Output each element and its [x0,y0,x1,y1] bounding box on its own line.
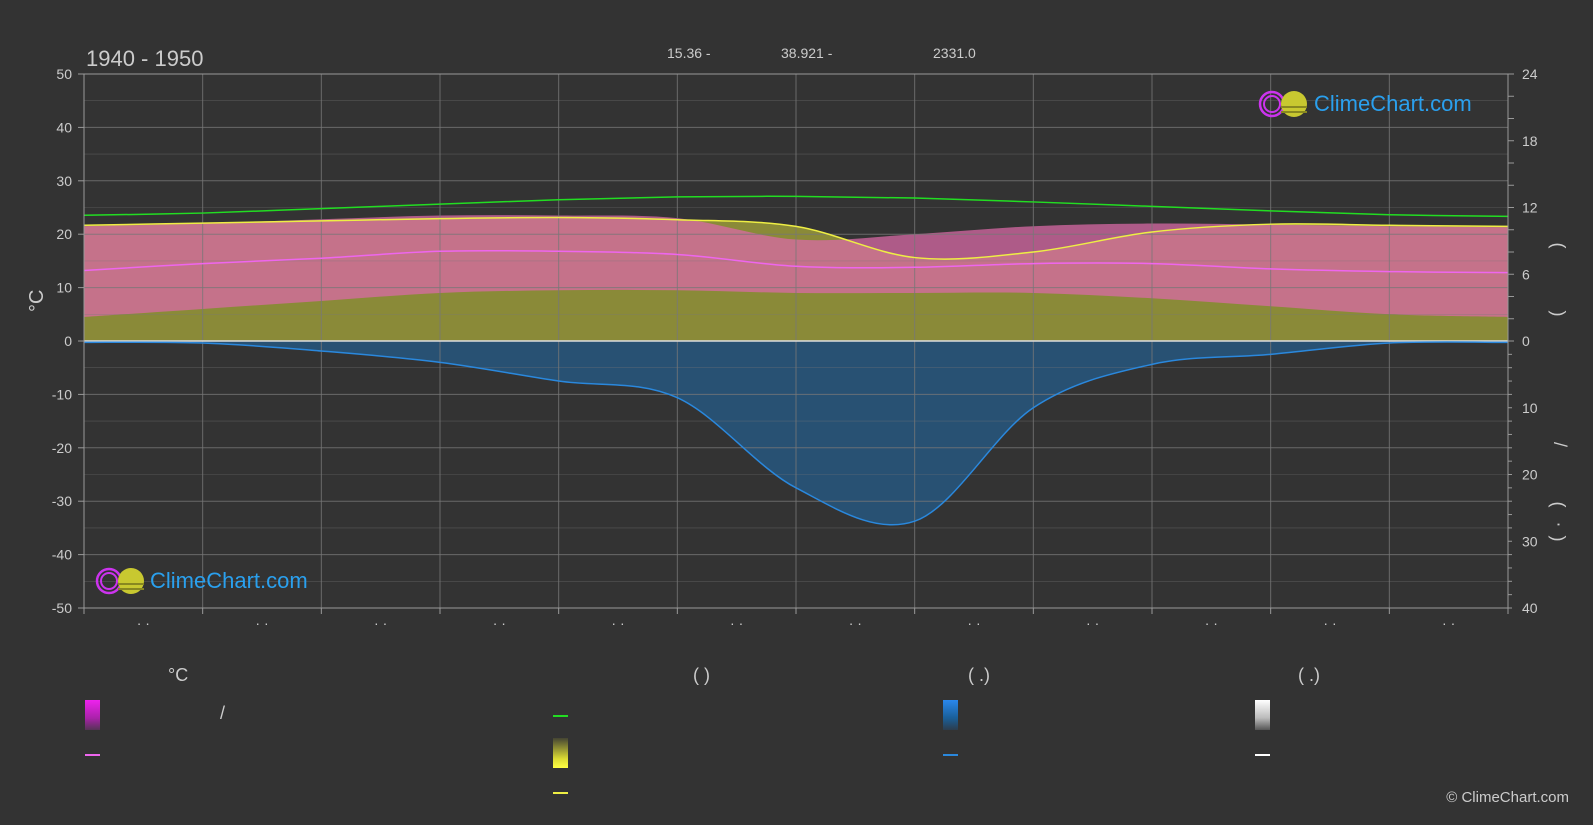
right-hours-tick-label: 12 [1522,200,1538,216]
plot-frame [83,73,1509,609]
legend-precip-line-swatch [943,754,958,756]
period-title: 1940 - 1950 [86,46,204,71]
legend-temp-range-label: / [220,703,226,723]
legend-precip-swatch [943,700,958,730]
x-tick-label: · · [849,615,862,631]
climechart-logo-icon [1258,90,1307,118]
right-hours-tick-label: 18 [1522,133,1538,149]
legend-daylight-swatch [553,715,568,717]
legend-snow-line-swatch [1255,754,1270,756]
left-tick-label: 0 [64,333,72,349]
brand-text-top: ClimeChart.com [1314,91,1472,116]
left-tick-label: 50 [56,66,72,82]
x-tick-label: · · [137,615,150,631]
legend-col3-title: ( .) [968,665,990,685]
precipitation-line [83,341,1509,526]
daylight-line [83,195,1509,218]
left-tick-label: 20 [56,226,72,242]
legend-snow-swatch [1255,700,1270,730]
mean_temp-line [83,249,1509,274]
sunshine-line [83,216,1509,260]
x-tick-label: · · [374,615,387,631]
right-precip-tick-label: 30 [1522,533,1538,549]
right-hours-tick-label: 0 [1522,333,1530,349]
legend-temp-range-swatch [85,700,100,730]
left-tick-label: -10 [52,386,72,402]
right-hours-tick-label: 6 [1522,266,1530,282]
x-tick-label: · · [1442,615,1455,631]
right-axis-precip-glyph-close: ) [1548,535,1569,542]
right-axis-hours-glyph-close: ) [1548,310,1569,317]
ticks-layer: 50 40 30 20 10 0 -10 -20 -30 -40 -50 24 18 12 6 0 10 20 30… [52,66,1538,631]
legend-col1-title: °C [168,665,189,685]
left-tick-label: 30 [56,173,72,189]
legend-col4-title: ( .) [1298,665,1320,685]
elevation-text: 2331.0 [933,45,976,61]
right-precip-tick-label: 10 [1522,400,1538,416]
longitude-text: 38.921 - [781,45,833,61]
x-tick-label: · · [611,615,624,631]
right-axis-hours-glyph-open: ( [1548,242,1569,249]
right-axis-precip-glyph-slash: / [1550,441,1571,448]
left-tick-label: -50 [52,600,72,616]
legend-mean-temp-swatch [85,754,100,756]
left-tick-label: 10 [56,280,72,296]
climechart-logo-icon [95,567,144,595]
legend-sunshine-swatch [553,738,568,768]
left-tick-label: -40 [52,547,72,563]
x-tick-label: · · [1086,615,1099,631]
right-precip-tick-label: 40 [1522,600,1538,616]
x-tick-label: · · [730,615,743,631]
legend-col2-title: ( ) [693,665,710,685]
x-tick-label: · · [1205,615,1218,631]
brand-text-bottom: ClimeChart.com [150,568,308,593]
legend-sunshine-line-swatch [553,792,568,794]
right-hours-tick-label: 24 [1522,66,1538,82]
x-tick-label: · · [1323,615,1336,631]
latitude-text: 15.36 - [667,45,711,61]
x-tick-label: · · [493,615,506,631]
left-tick-label: 40 [56,119,72,135]
x-tick-label: · · [967,615,980,631]
copyright-text: © ClimeChart.com [1446,789,1569,806]
left-tick-label: -20 [52,440,72,456]
right-precip-tick-label: 20 [1522,467,1538,483]
x-tick-label: · · [255,615,268,631]
left-tick-label: -30 [52,493,72,509]
right-axis-precip-glyph-dot: · [1549,521,1570,528]
series-layer [83,195,1509,526]
grid-layer [84,73,1508,609]
left-axis-title: °C [26,289,48,312]
right-axis-precip-glyph-open: ( [1548,501,1569,508]
